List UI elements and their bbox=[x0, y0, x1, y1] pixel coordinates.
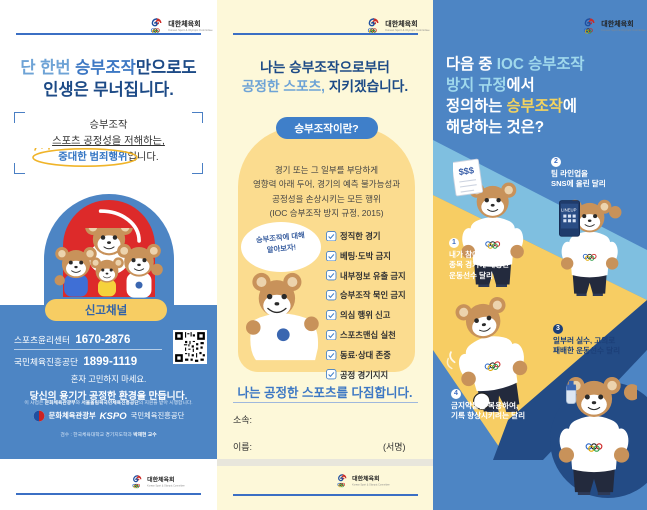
svg-text:LINEUP: LINEUP bbox=[561, 207, 577, 212]
